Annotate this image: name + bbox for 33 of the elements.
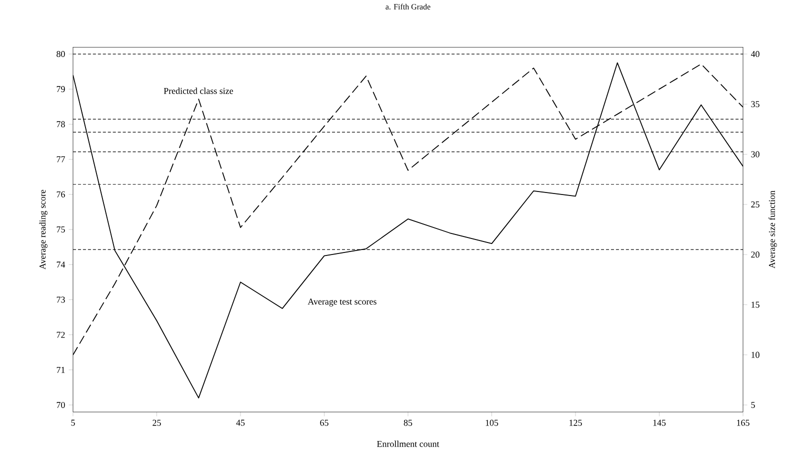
x-tick-label: 165 — [737, 420, 750, 426]
series-label: Predicted class size — [164, 88, 234, 94]
y-tick-label: 78 — [56, 121, 65, 128]
y2-tick-label: 10 — [752, 352, 760, 358]
x-tick-label: 65 — [320, 420, 328, 426]
y-tick-label: 75 — [56, 226, 65, 232]
x-tick-label: 145 — [653, 420, 666, 426]
y2-tick-label: 40 — [750, 50, 760, 58]
y-tick-label: 79 — [56, 86, 65, 92]
y2-tick-label: 5 — [751, 402, 755, 408]
x-tick-label: 45 — [236, 420, 245, 426]
series-label: Average test scores — [308, 298, 376, 306]
x-tick-label: 125 — [570, 420, 582, 426]
y2-tick-label: 15 — [752, 302, 760, 308]
x-tick-label: 25 — [152, 420, 161, 426]
x-tick-label: 85 — [404, 420, 412, 426]
y-tick-label: 73 — [56, 296, 65, 303]
y2-tick-label: 20 — [751, 252, 760, 258]
y2-axis-title: Average size function — [768, 190, 777, 268]
x-tick-label: 5 — [71, 420, 75, 426]
x-tick-label: 105 — [486, 420, 498, 426]
y2-tick-label: 35 — [751, 101, 760, 108]
y-tick-label: 71 — [56, 366, 65, 373]
y-tick-label: 70 — [56, 402, 65, 408]
y-axis-title: Average reading score — [39, 190, 48, 270]
y-tick-label: 76 — [56, 191, 65, 198]
y2-tick-label: 30 — [751, 151, 760, 158]
y-tick-label: 72 — [56, 332, 65, 338]
y2-tick-label: 25 — [751, 201, 760, 208]
y-tick-label: 80 — [56, 50, 65, 58]
x-axis-title: Enrollment count — [377, 440, 440, 447]
y-tick-label: 74 — [56, 262, 66, 268]
y-tick-label: 77 — [56, 156, 65, 162]
